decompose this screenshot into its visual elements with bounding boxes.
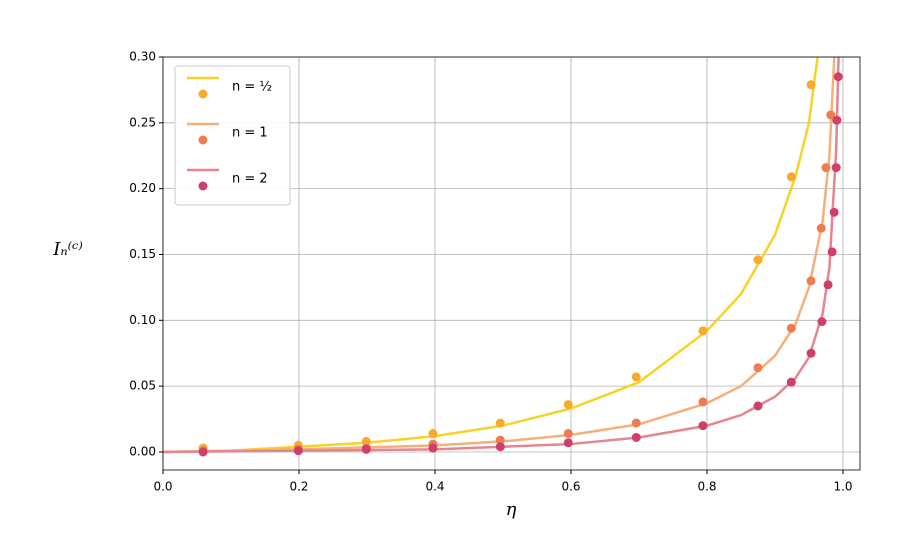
y-axis-label: Iₙ⁽ᶜ⁾ <box>52 239 83 260</box>
y-tick-label: 0.05 <box>129 379 156 393</box>
x-tick-label: 0.2 <box>289 480 308 494</box>
y-tick-label: 0.10 <box>129 313 156 327</box>
marker <box>698 397 708 407</box>
x-tick-label: 1.0 <box>833 480 852 494</box>
legend-marker <box>198 135 208 145</box>
marker <box>753 401 763 411</box>
x-tick-label: 0.8 <box>697 480 716 494</box>
legend-marker <box>198 181 208 191</box>
x-tick-label: 0.0 <box>153 480 172 494</box>
legend-marker <box>198 89 208 99</box>
marker <box>786 377 796 387</box>
marker <box>786 323 796 333</box>
marker <box>753 363 763 373</box>
curve <box>163 57 819 454</box>
x-tick-label: 0.4 <box>425 480 444 494</box>
marker <box>833 72 843 82</box>
x-axis-label: η <box>506 499 517 520</box>
legend-label: n = ½ <box>232 80 272 95</box>
marker <box>563 429 573 439</box>
marker <box>495 418 505 428</box>
marker <box>631 432 641 442</box>
marker <box>821 163 831 173</box>
legend-label: n = 2 <box>232 172 268 187</box>
marker <box>293 446 303 456</box>
y-tick-label: 0.30 <box>129 50 156 64</box>
marker <box>826 110 836 120</box>
marker <box>361 436 371 446</box>
marker <box>428 443 438 453</box>
marker <box>806 348 816 358</box>
y-tick-label: 0.20 <box>129 181 156 195</box>
marker <box>563 438 573 448</box>
marker <box>831 163 841 173</box>
marker <box>832 115 842 125</box>
marker <box>823 280 833 290</box>
marker <box>827 247 837 257</box>
y-tick-label: 0.00 <box>129 444 156 458</box>
marker <box>806 80 816 90</box>
marker <box>631 418 641 428</box>
marker <box>753 255 763 265</box>
marker <box>428 429 438 439</box>
marker <box>806 276 816 286</box>
marker <box>786 172 796 182</box>
ticks: 0.0 0.2 0.4 0.6 0.8 1.0 0.00 0.05 0.10 0.15 0.20 0.… <box>129 50 852 494</box>
marker <box>495 442 505 452</box>
marker <box>631 372 641 382</box>
marker <box>698 326 708 336</box>
marker <box>816 223 826 233</box>
plot-area <box>163 57 843 457</box>
x-tick-label: 0.6 <box>561 480 580 494</box>
y-tick-label: 0.25 <box>129 115 156 129</box>
marker <box>198 447 208 457</box>
legend: n = ½ n = 1 n = 2 <box>174 65 291 206</box>
marker <box>698 421 708 431</box>
legend-label: n = 1 <box>232 126 268 141</box>
marker <box>563 400 573 410</box>
y-tick-label: 0.15 <box>129 247 156 261</box>
marker <box>829 207 839 217</box>
marker <box>817 317 827 327</box>
marker <box>495 435 505 445</box>
marker <box>361 444 371 454</box>
axes-frame <box>162 56 861 471</box>
